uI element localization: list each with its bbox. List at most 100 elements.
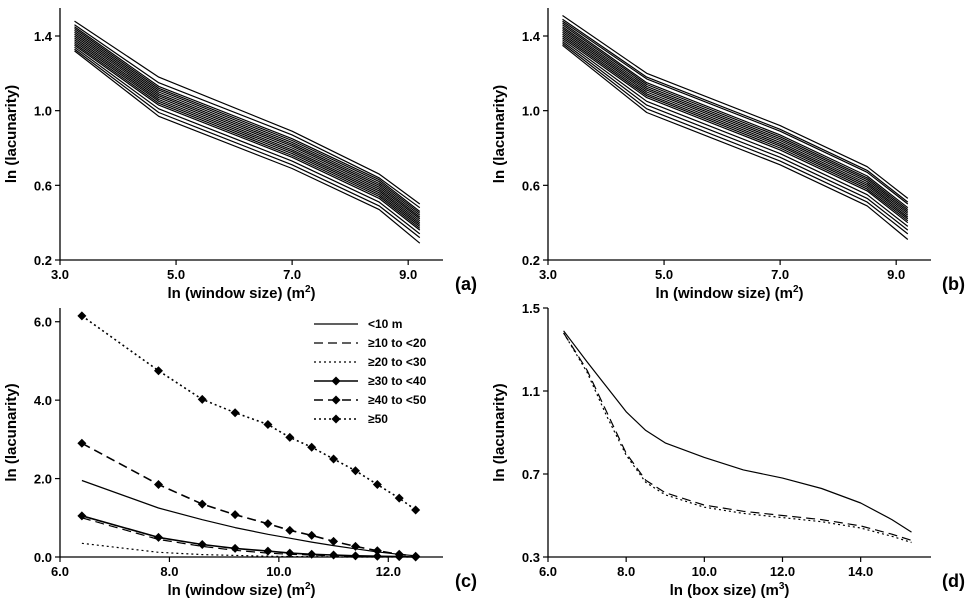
x-axis-title: ln (box size) (m3)	[670, 581, 790, 599]
legend-label: ≥10 to <20	[368, 336, 427, 350]
series-line	[74, 44, 421, 231]
data-point-marker	[372, 546, 382, 556]
data-point-marker	[285, 432, 295, 442]
series-line	[74, 37, 421, 224]
y-tick-label: 1.4	[34, 29, 53, 44]
y-tick-label: 0.3	[522, 550, 540, 565]
x-tick-label: 3.0	[539, 267, 557, 282]
y-tick-label: 2.0	[34, 472, 52, 487]
data-point-marker	[197, 499, 207, 509]
legend-marker	[331, 414, 341, 424]
x-axis-title: ln (window size) (m2)	[655, 284, 803, 302]
data-point-marker	[329, 536, 339, 546]
legend-label: ≥40 to <50	[368, 393, 427, 407]
x-axis-title-text: ln (box size) (m	[670, 582, 779, 599]
legend-label: <10 m	[368, 317, 402, 331]
x-tick-label: 5.0	[655, 267, 673, 282]
series-line	[74, 26, 421, 212]
x-axis-title: ln (window size) (m2)	[167, 284, 315, 302]
x-axis-title-close: )	[311, 285, 316, 302]
legend: <10 m ≥10 to <20 ≥20 to <30 ≥30 to <40 ≥40 t…	[314, 317, 427, 426]
x-tick-label: 12.0	[770, 564, 795, 579]
data-point-marker	[411, 551, 421, 561]
x-tick-label: 14.0	[848, 564, 873, 579]
x-axis-title-text: ln (window size) (m	[167, 582, 305, 599]
data-point-marker	[153, 532, 163, 542]
y-tick-label: 1.4	[522, 29, 541, 44]
panel-0: 3.0 5.0 7.0 9.0 0.2 0.6 1.0 1.4 ln (lacunarity) l…	[3, 8, 477, 302]
series-line	[562, 18, 909, 203]
x-axis-title-close: )	[799, 285, 804, 302]
data-point-marker	[307, 530, 317, 540]
series-line	[81, 517, 416, 558]
y-axis-title: ln (lacunarity)	[3, 383, 20, 481]
data-point-marker	[263, 546, 273, 556]
series-line	[81, 442, 416, 557]
y-tick-label: 0.0	[34, 550, 52, 565]
y-tick-label: 1.5	[522, 301, 540, 316]
series-line	[74, 39, 421, 225]
data-point-marker	[307, 442, 317, 452]
data-point-marker	[372, 551, 382, 561]
x-tick-label: 5.0	[167, 267, 185, 282]
x-tick-label: 7.0	[771, 267, 789, 282]
x-tick-label: 9.0	[399, 267, 417, 282]
data-point-marker	[394, 549, 404, 559]
series-line	[562, 43, 909, 235]
series-line	[562, 26, 909, 212]
series-line	[563, 332, 912, 541]
legend-marker	[331, 395, 341, 405]
series-line	[74, 33, 421, 220]
series-line	[563, 330, 912, 533]
series-line	[562, 29, 909, 216]
x-axis-title-superscript: 2	[793, 284, 799, 295]
x-axis-title: ln (window size) (m2)	[167, 581, 315, 599]
y-tick-label: 0.6	[522, 178, 540, 193]
data-point-marker	[153, 479, 163, 489]
data-point-marker	[77, 438, 87, 448]
data-point-marker	[197, 539, 207, 549]
x-axis-title-superscript: 2	[305, 284, 311, 295]
panel-label: (d)	[942, 571, 965, 591]
panel-2: 6.0 8.0 10.0 12.0 0.0 2.0 4.0 6.0 ln (lacunarity…	[3, 308, 477, 599]
x-axis-title-close: )	[311, 582, 316, 599]
x-tick-label: 6.0	[539, 564, 557, 579]
series-line	[562, 35, 909, 222]
data-point-marker	[329, 454, 339, 464]
data-point-marker	[230, 510, 240, 520]
series-line	[562, 20, 909, 205]
series-line	[562, 15, 909, 199]
series-line	[74, 46, 421, 235]
y-tick-label: 1.1	[522, 384, 540, 399]
series-line	[81, 315, 417, 511]
data-point-marker	[197, 394, 207, 404]
data-point-marker	[350, 541, 360, 551]
x-tick-label: 10.0	[266, 564, 291, 579]
x-tick-label: 3.0	[51, 267, 69, 282]
x-tick-label: 8.0	[617, 564, 635, 579]
y-axis-title: ln (lacunarity)	[491, 85, 508, 183]
data-point-marker	[153, 366, 163, 376]
y-axis-title: ln (lacunarity)	[3, 85, 20, 183]
x-axis-title-text: ln (window size) (m	[167, 285, 305, 302]
series-line	[562, 24, 909, 211]
x-axis-title-close: )	[784, 582, 789, 599]
data-point-marker	[263, 419, 273, 429]
data-point-marker	[350, 466, 360, 476]
data-point-marker	[372, 479, 382, 489]
legend-label: ≥30 to <40	[368, 374, 427, 388]
series-line	[74, 50, 421, 244]
series-line	[562, 44, 909, 240]
x-axis-title-superscript: 3	[779, 581, 785, 592]
y-tick-label: 1.0	[34, 104, 52, 119]
data-point-marker	[307, 549, 317, 559]
series-line	[562, 28, 909, 214]
panel-label: (c)	[455, 571, 477, 591]
data-point-marker	[230, 408, 240, 418]
y-tick-label: 0.6	[34, 178, 52, 193]
panel-3: 6.0 8.0 10.0 12.0 14.0 0.3 0.7 1.1 1.5 ln (lacuna…	[491, 301, 965, 599]
x-tick-label: 10.0	[692, 564, 717, 579]
data-point-marker	[329, 550, 339, 560]
y-tick-label: 1.0	[522, 104, 540, 119]
